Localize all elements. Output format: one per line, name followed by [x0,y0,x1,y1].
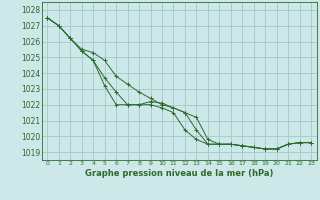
X-axis label: Graphe pression niveau de la mer (hPa): Graphe pression niveau de la mer (hPa) [85,169,273,178]
